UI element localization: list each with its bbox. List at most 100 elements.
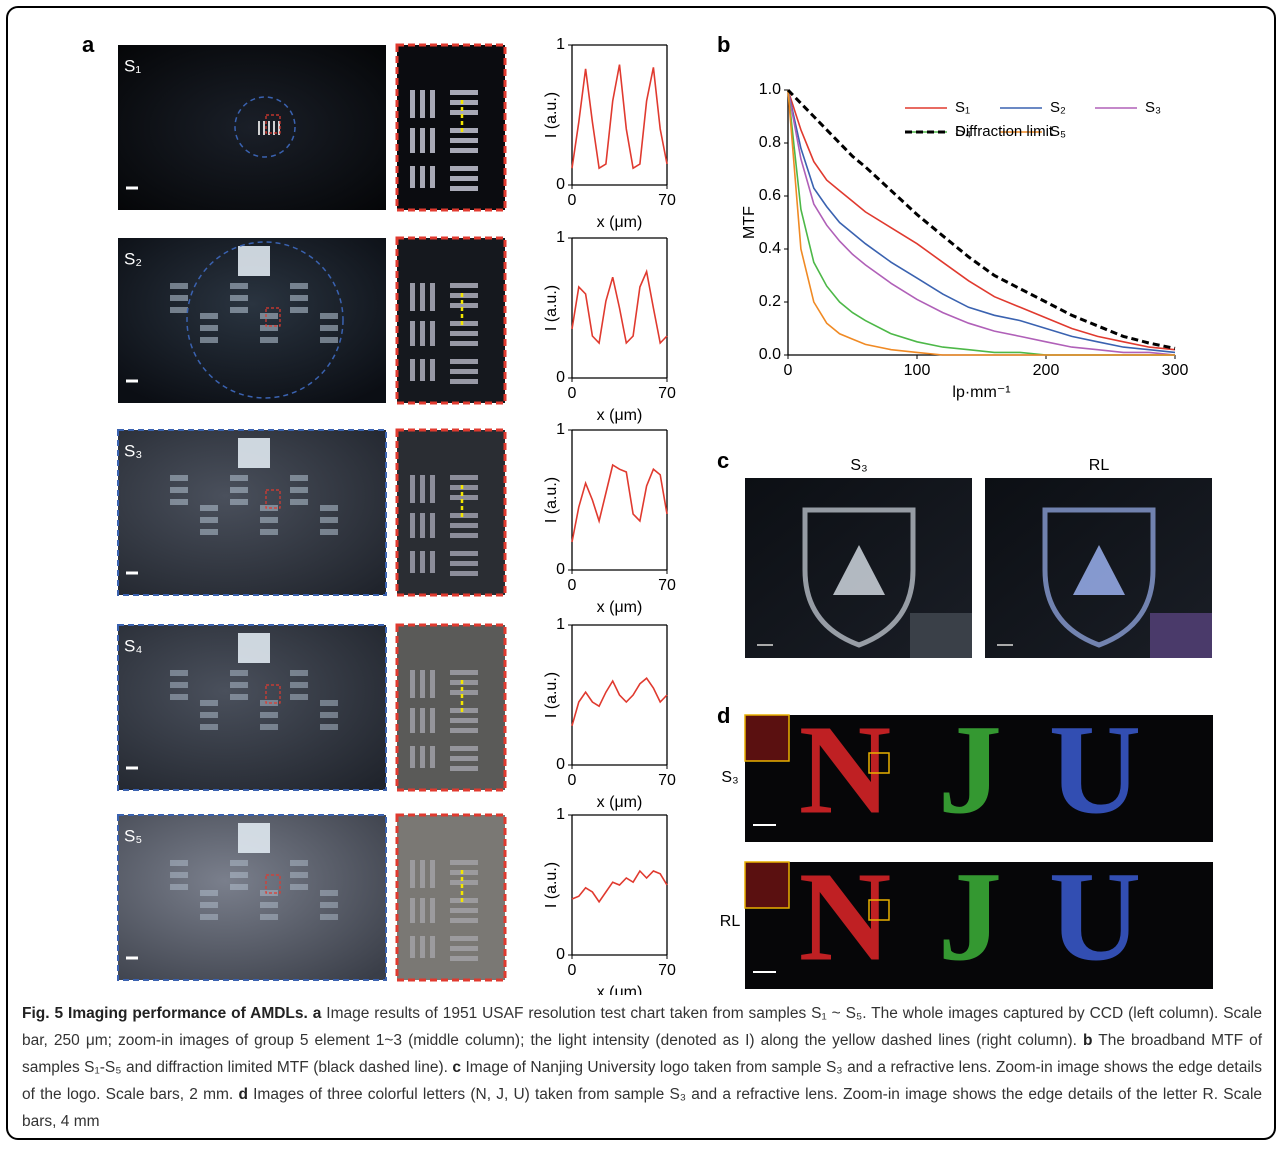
zoom-bar — [450, 148, 478, 153]
zoom-bar — [450, 166, 478, 171]
roi-box — [265, 684, 281, 704]
test-bar — [230, 860, 248, 866]
x-axis-label: x (μm) — [597, 599, 643, 616]
sample-label: S₃ — [124, 441, 142, 460]
series-line — [571, 869, 668, 904]
zoom-image — [395, 623, 507, 792]
zoom-bar — [430, 90, 435, 118]
test-bar — [230, 475, 248, 481]
x-axis-label: lp·mm⁻¹ — [952, 384, 1010, 401]
test-bar — [320, 902, 338, 908]
x-tick-label: 0 — [568, 577, 577, 594]
zoom-bar — [450, 718, 478, 723]
logo-inset — [1150, 613, 1212, 658]
zoom-bar — [450, 956, 478, 961]
series-line — [571, 268, 668, 345]
zoom-bar — [450, 766, 478, 771]
zoom-bar — [450, 303, 478, 308]
caption-text: Image results of 1951 USAF resolution te… — [22, 1005, 1262, 1049]
caption: Fig. 5 Imaging performance of AMDLs. a I… — [22, 1000, 1262, 1135]
test-bar — [263, 121, 265, 135]
ccd-image — [118, 45, 386, 210]
test-bar — [170, 295, 188, 301]
zoom-bar — [430, 670, 435, 698]
zoom-bar — [410, 708, 415, 733]
zoom-bar — [430, 551, 435, 573]
zoom-bar — [450, 551, 478, 556]
y-tick-label: 1 — [556, 229, 565, 246]
test-bar — [273, 121, 275, 135]
zoom-bar — [430, 321, 435, 346]
test-bar — [200, 505, 218, 511]
y-axis-label: I (a.u.) — [543, 477, 560, 523]
zoom-bar — [410, 551, 415, 573]
bright-square — [238, 246, 270, 276]
logo-inset — [910, 613, 972, 658]
sample-label: S₂ — [124, 249, 142, 268]
caption-letter: a — [312, 1005, 322, 1022]
bright-square — [238, 633, 270, 663]
roi-box — [265, 114, 281, 134]
inset-marker — [868, 899, 890, 921]
y-tick-label: 1.0 — [759, 81, 781, 98]
y-tick-label: 0 — [556, 176, 565, 193]
roi-box — [265, 307, 281, 327]
test-bar — [260, 902, 278, 908]
test-bar — [170, 694, 188, 700]
test-bar — [320, 517, 338, 523]
zoom-bar — [410, 283, 415, 311]
inset-box — [744, 714, 790, 762]
letter-image: N — [799, 698, 891, 840]
letter-image: J — [938, 698, 1002, 840]
zoom-bar — [420, 321, 425, 346]
legend-label: S₁ — [955, 99, 970, 116]
test-bar — [200, 712, 218, 718]
x-axis-label: x (μm) — [597, 407, 643, 424]
zoom-bar — [430, 283, 435, 311]
series-line — [787, 89, 1176, 356]
zoom-bar — [420, 708, 425, 733]
zoom-bar — [450, 128, 478, 133]
zoom-bar — [450, 176, 478, 181]
test-bar — [290, 860, 308, 866]
test-bar — [200, 337, 218, 343]
zoom-bar — [410, 128, 415, 153]
test-bar — [320, 724, 338, 730]
caption-text: Images of three colorful letters (N, J, … — [22, 1086, 1263, 1130]
test-bar — [290, 499, 308, 505]
row-label: S₃ — [721, 769, 738, 786]
zoom-bar — [430, 166, 435, 188]
figure-frame — [6, 6, 1276, 1140]
caption-letter: b — [1083, 1032, 1093, 1049]
aperture-circle — [234, 96, 296, 158]
zoom-bar — [420, 936, 425, 958]
zoom-bar — [430, 746, 435, 768]
test-bar — [200, 529, 218, 535]
test-bar — [170, 860, 188, 866]
y-tick-label: 0 — [556, 946, 565, 963]
zoom-bar — [450, 100, 478, 105]
test-bar — [320, 712, 338, 718]
test-bar — [278, 121, 280, 135]
zoom-bar — [410, 860, 415, 888]
zoom-bar — [450, 908, 478, 913]
zoom-bar — [420, 283, 425, 311]
zoom-bar — [430, 128, 435, 153]
zoom-bar — [450, 533, 478, 538]
zoom-bar — [450, 186, 478, 191]
aperture-circle — [186, 241, 344, 399]
zoom-bar — [410, 90, 415, 118]
zoom-bar — [450, 918, 478, 923]
y-tick-label: 0.2 — [759, 293, 781, 310]
test-bar — [260, 529, 278, 535]
zoom-bar — [430, 475, 435, 503]
zoom-bar — [420, 860, 425, 888]
panel-letter: b — [717, 32, 730, 57]
zoom-bar — [450, 571, 478, 576]
test-bar — [200, 724, 218, 730]
y-tick-label: 0.0 — [759, 346, 781, 363]
roi-box — [265, 874, 281, 894]
zoom-bar — [410, 746, 415, 768]
y-tick-label: 0.4 — [759, 240, 781, 257]
test-bar — [290, 295, 308, 301]
